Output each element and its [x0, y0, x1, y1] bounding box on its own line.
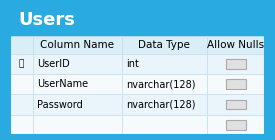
FancyBboxPatch shape: [226, 100, 246, 109]
FancyBboxPatch shape: [122, 54, 207, 74]
FancyBboxPatch shape: [33, 36, 122, 54]
FancyBboxPatch shape: [33, 115, 122, 135]
FancyBboxPatch shape: [122, 74, 207, 94]
FancyBboxPatch shape: [207, 94, 265, 115]
Text: Data Type: Data Type: [138, 40, 190, 50]
Text: nvarchar(128): nvarchar(128): [126, 100, 196, 109]
FancyBboxPatch shape: [226, 120, 246, 130]
Text: nvarchar(128): nvarchar(128): [126, 79, 196, 89]
FancyBboxPatch shape: [10, 54, 33, 74]
FancyBboxPatch shape: [207, 115, 265, 135]
FancyBboxPatch shape: [10, 74, 33, 94]
FancyBboxPatch shape: [33, 74, 122, 94]
FancyBboxPatch shape: [207, 54, 265, 74]
Text: UserID: UserID: [37, 59, 70, 69]
FancyBboxPatch shape: [33, 54, 122, 74]
FancyBboxPatch shape: [33, 94, 122, 115]
FancyBboxPatch shape: [226, 59, 246, 69]
Text: int: int: [126, 59, 139, 69]
FancyBboxPatch shape: [10, 5, 265, 36]
FancyBboxPatch shape: [226, 79, 246, 89]
Text: Allow Nulls: Allow Nulls: [207, 40, 265, 50]
FancyBboxPatch shape: [122, 115, 207, 135]
Text: Users: Users: [18, 11, 75, 29]
Text: 🔑: 🔑: [18, 59, 24, 68]
FancyBboxPatch shape: [207, 74, 265, 94]
FancyBboxPatch shape: [122, 94, 207, 115]
FancyBboxPatch shape: [10, 94, 33, 115]
Text: UserName: UserName: [37, 79, 88, 89]
FancyBboxPatch shape: [10, 36, 33, 54]
FancyBboxPatch shape: [10, 115, 33, 135]
FancyBboxPatch shape: [122, 36, 207, 54]
Text: Password: Password: [37, 100, 82, 109]
Text: Column Name: Column Name: [40, 40, 114, 50]
FancyBboxPatch shape: [207, 36, 265, 54]
